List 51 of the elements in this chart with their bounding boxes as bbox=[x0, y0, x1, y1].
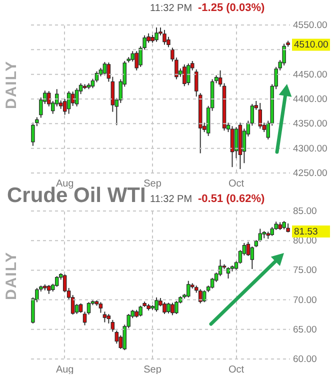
y-tick-label: 70.00 bbox=[293, 294, 317, 306]
candlestick bbox=[170, 302, 174, 316]
y-tick-label: 4250.00 bbox=[293, 168, 328, 179]
candlestick bbox=[258, 102, 262, 130]
candlestick bbox=[106, 314, 111, 324]
y-tick-label: 4350.00 bbox=[293, 118, 328, 130]
candlestick bbox=[74, 88, 79, 107]
candlestick bbox=[250, 246, 254, 270]
y-tick-label: 65.00 bbox=[293, 324, 317, 336]
candlestick bbox=[138, 305, 142, 317]
text: DAILY bbox=[3, 60, 20, 109]
candlestick bbox=[226, 266, 230, 279]
y-tick-label: 4300.00 bbox=[293, 143, 328, 154]
x-tick-label: Aug bbox=[56, 178, 74, 190]
candlestick bbox=[210, 277, 214, 290]
candlestick bbox=[186, 280, 190, 298]
x-tick-label: Oct bbox=[228, 364, 244, 376]
candlestick bbox=[154, 26, 158, 42]
candlestick bbox=[55, 276, 59, 288]
candlestick bbox=[166, 302, 170, 314]
candlestick bbox=[94, 70, 99, 83]
text: 11:32 PM bbox=[150, 194, 192, 205]
candlestick bbox=[110, 319, 115, 332]
candlestick bbox=[182, 64, 186, 87]
candlestick bbox=[202, 290, 206, 303]
y-tick-label: 75.00 bbox=[293, 265, 317, 276]
candlestick bbox=[78, 302, 83, 314]
y-tick-label: 85.00 bbox=[293, 206, 317, 217]
text: 4510.00 bbox=[294, 40, 328, 51]
candlestick bbox=[98, 302, 103, 314]
candlestick bbox=[198, 288, 202, 304]
y-tick-label: 4450.00 bbox=[293, 69, 328, 80]
x-tick-label: Sep bbox=[144, 178, 162, 190]
text: -0.51 (0.62%) bbox=[198, 193, 265, 205]
candlestick bbox=[162, 302, 166, 315]
y-tick-label: 4400.00 bbox=[293, 94, 328, 105]
candlestick bbox=[230, 126, 234, 168]
y-tick-label: 60.00 bbox=[293, 354, 317, 365]
candlestick bbox=[70, 91, 75, 106]
x-tick-label: Oct bbox=[228, 178, 244, 190]
text: 81.53 bbox=[294, 226, 318, 238]
text: -1.25 (0.03%) bbox=[198, 2, 265, 14]
candlestick bbox=[154, 296, 158, 312]
y-tick-label: 4550.00 bbox=[293, 20, 328, 31]
candlestick bbox=[102, 311, 107, 323]
text: 11:32 PM bbox=[150, 3, 192, 14]
candlestick bbox=[174, 300, 178, 315]
candlestick bbox=[186, 62, 190, 86]
text: DAILY bbox=[3, 251, 20, 300]
candlestick bbox=[234, 126, 238, 159]
candlestick bbox=[162, 29, 166, 46]
